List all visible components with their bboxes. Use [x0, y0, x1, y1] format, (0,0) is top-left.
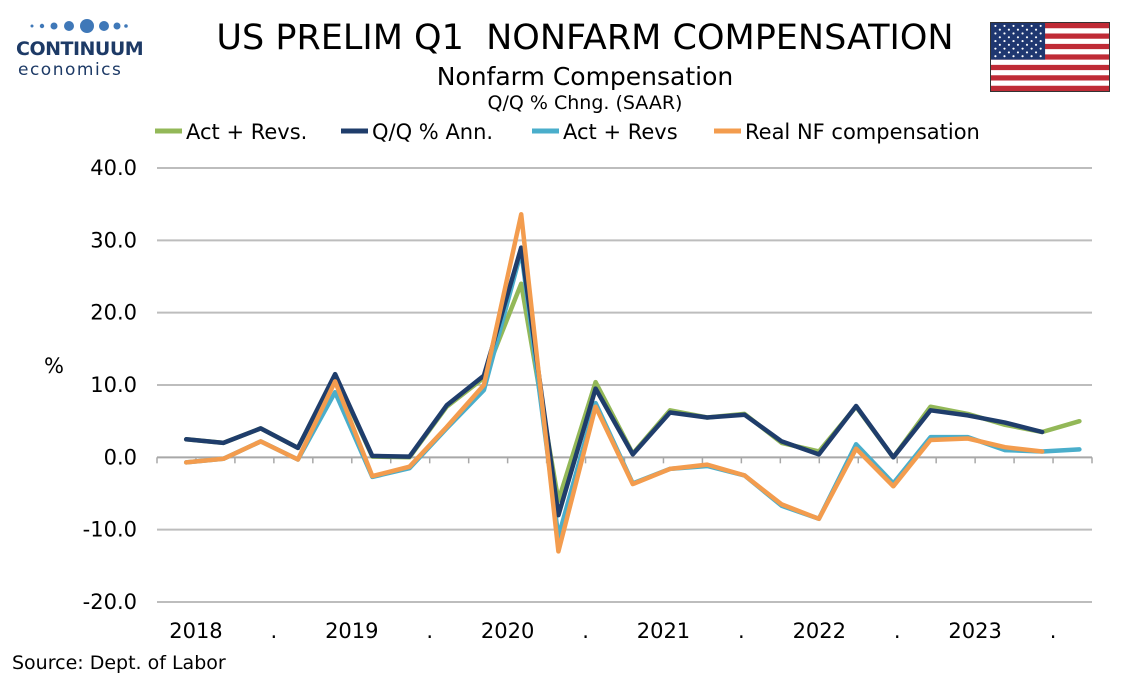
y-tick-label: 20.0 [90, 301, 137, 325]
x-tick-label: 2019 [325, 619, 378, 643]
x-tick-label: 2022 [793, 619, 846, 643]
logo-dots-icon [30, 19, 128, 33]
legend-label: Act + Revs [563, 120, 678, 144]
x-tick-label: 2023 [948, 619, 1001, 643]
page-title: US PRELIM Q1 NONFARM COMPENSATION [216, 18, 954, 58]
x-tick-label: . [738, 619, 745, 643]
y-tick-label: 40.0 [90, 156, 137, 180]
brand-sub: economics [18, 60, 123, 80]
us-flag-icon [990, 22, 1110, 92]
x-tick-label: . [1050, 619, 1057, 643]
y-tick-label: 10.0 [90, 373, 137, 397]
legend-label: Q/Q % Ann. [372, 120, 493, 144]
series-line-2 [183, 248, 1082, 540]
series-line-3 [183, 212, 1045, 554]
series-line-1 [183, 245, 1045, 518]
y-tick-label: -20.0 [83, 590, 137, 614]
x-tick-label: . [894, 619, 901, 643]
x-tick-label: . [582, 619, 589, 643]
y-tick-label: 30.0 [90, 228, 137, 252]
x-tick-label: 2020 [481, 619, 534, 643]
legend-label: Act + Revs. [186, 120, 307, 144]
brand-name: CONTINUUM [16, 38, 144, 60]
source-note: Source: Dept. of Labor [12, 652, 226, 674]
x-tick-label: . [426, 619, 433, 643]
x-tick-label: 2018 [169, 619, 222, 643]
legend-label: Real NF compensation [745, 120, 980, 144]
y-tick-label: 0.0 [104, 445, 137, 469]
chart-subtitle: Nonfarm Compensation [436, 62, 734, 91]
x-tick-label: 2021 [637, 619, 690, 643]
chart-units: Q/Q % Chng. (SAAR) [487, 92, 683, 114]
series-line-0 [183, 281, 1082, 503]
y-tick-label: -10.0 [83, 518, 137, 542]
y-axis-label: % [44, 354, 64, 378]
x-tick-label: . [271, 619, 278, 643]
brand-logo: CONTINUUM economics [14, 14, 144, 80]
